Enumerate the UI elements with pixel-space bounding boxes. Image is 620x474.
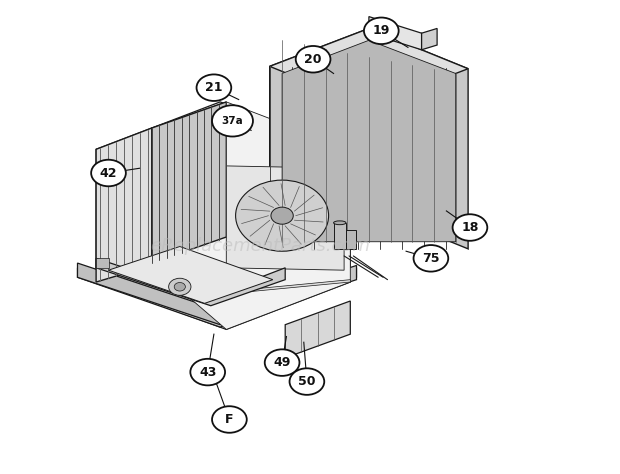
Polygon shape [152, 265, 350, 294]
Circle shape [212, 406, 247, 433]
Polygon shape [282, 40, 456, 242]
Text: 37a: 37a [221, 116, 244, 126]
Circle shape [290, 368, 324, 395]
Circle shape [364, 18, 399, 44]
Ellipse shape [334, 221, 346, 225]
Polygon shape [152, 102, 226, 263]
Text: 18: 18 [461, 221, 479, 234]
Circle shape [271, 207, 293, 224]
Polygon shape [285, 301, 350, 358]
Circle shape [453, 214, 487, 241]
Polygon shape [346, 230, 356, 249]
Text: 21: 21 [205, 81, 223, 94]
Circle shape [197, 74, 231, 101]
Polygon shape [108, 246, 273, 303]
Circle shape [296, 46, 330, 73]
Text: 49: 49 [273, 356, 291, 369]
Text: 43: 43 [199, 365, 216, 379]
Polygon shape [226, 149, 350, 329]
Text: F: F [225, 413, 234, 426]
Circle shape [169, 278, 191, 295]
Polygon shape [96, 258, 285, 306]
Polygon shape [96, 102, 350, 197]
Polygon shape [270, 28, 468, 107]
Circle shape [414, 245, 448, 272]
Text: 50: 50 [298, 375, 316, 388]
Text: eReplacementParts.com: eReplacementParts.com [151, 237, 370, 255]
Polygon shape [369, 17, 422, 50]
Text: 19: 19 [373, 24, 390, 37]
Text: 75: 75 [422, 252, 440, 265]
Circle shape [236, 180, 329, 251]
Polygon shape [152, 102, 350, 329]
Polygon shape [96, 149, 226, 329]
Text: 42: 42 [100, 166, 117, 180]
Polygon shape [78, 268, 356, 327]
Circle shape [91, 160, 126, 186]
Polygon shape [78, 263, 220, 325]
Circle shape [174, 283, 185, 291]
Polygon shape [220, 265, 356, 325]
Polygon shape [226, 166, 344, 270]
Circle shape [212, 105, 253, 137]
Polygon shape [270, 28, 468, 249]
Polygon shape [334, 223, 346, 249]
Polygon shape [96, 258, 108, 268]
Polygon shape [422, 28, 437, 50]
Text: 20: 20 [304, 53, 322, 66]
Circle shape [190, 359, 225, 385]
Polygon shape [96, 128, 152, 282]
Circle shape [265, 349, 299, 376]
